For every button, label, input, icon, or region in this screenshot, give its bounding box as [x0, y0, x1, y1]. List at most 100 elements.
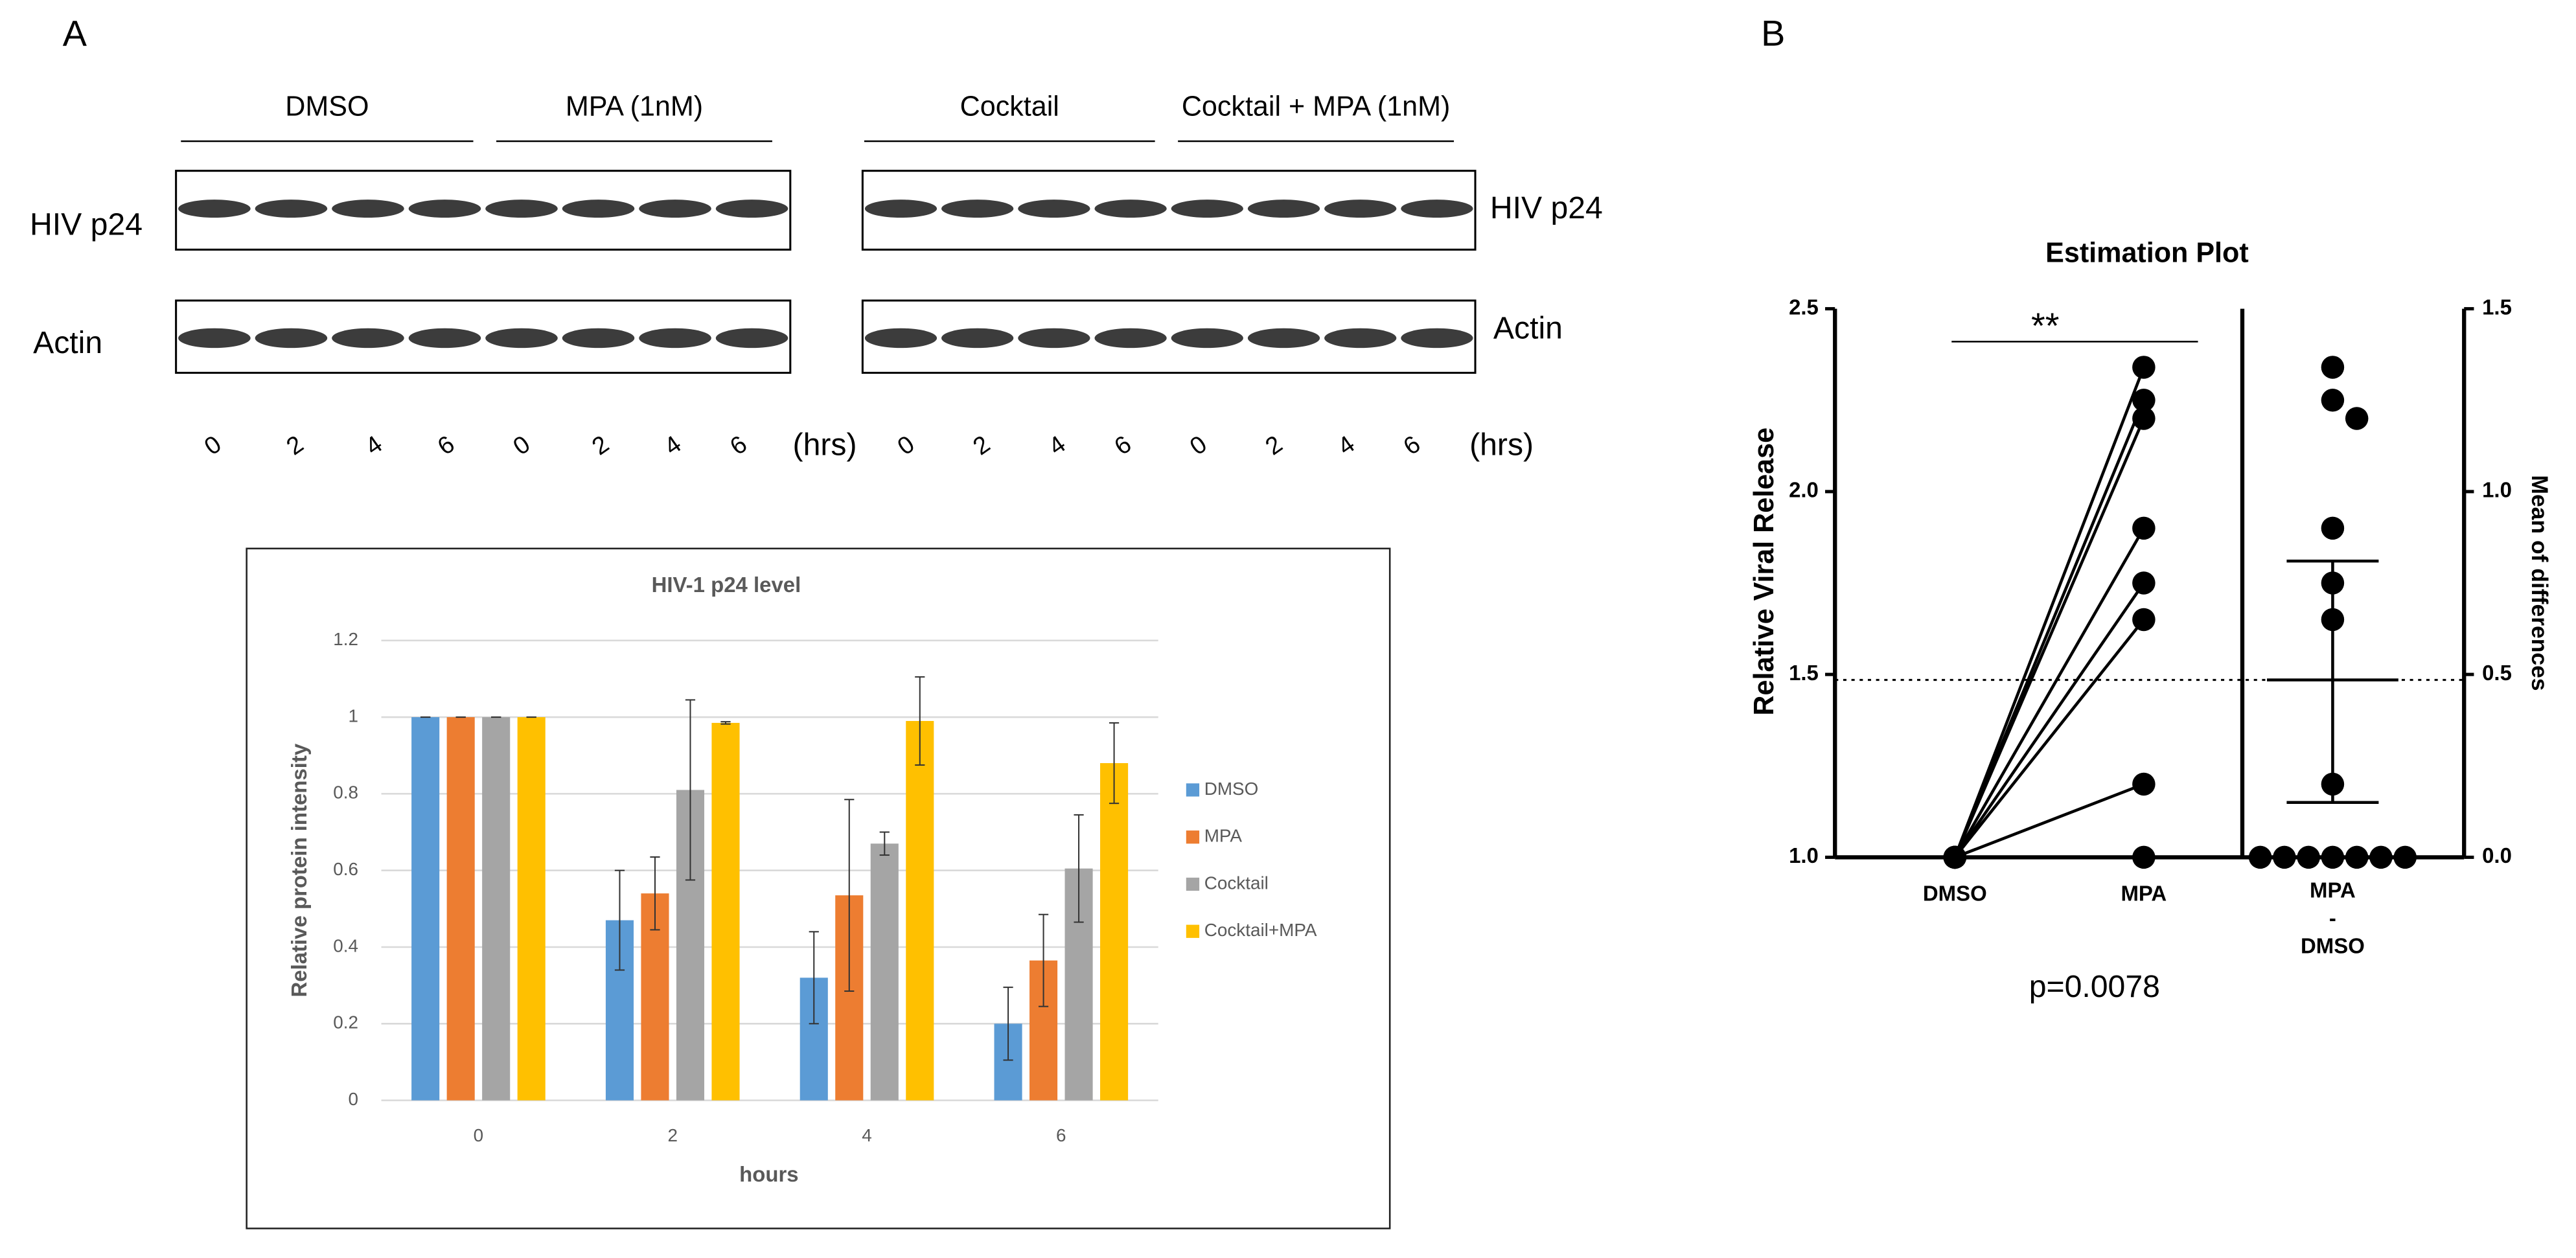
legend-swatch — [1186, 877, 1200, 891]
pair-line — [1953, 527, 2145, 858]
point — [2132, 772, 2156, 796]
difference-point — [2345, 845, 2369, 869]
x-axis-label: hours — [739, 1162, 799, 1186]
x-tick-label: 0 — [474, 1125, 484, 1145]
error-bar — [879, 831, 890, 856]
error-bar — [1003, 987, 1013, 1061]
legend-swatch — [1186, 783, 1200, 797]
difference-point — [2321, 356, 2345, 379]
blot-band — [639, 200, 711, 218]
legend-label: Cocktail+MPA — [1204, 920, 1317, 940]
y-tick-label: 1.5 — [1789, 661, 1819, 685]
legend-swatch — [1186, 924, 1200, 938]
blot-row-label: Actin — [1493, 310, 1563, 345]
error-bar — [1109, 722, 1120, 805]
blot-band — [255, 200, 328, 218]
blot-band — [485, 200, 558, 218]
difference-point — [2248, 845, 2272, 869]
blot-band — [178, 200, 251, 218]
blot-row-label: HIV p24 — [1490, 190, 1603, 225]
bar — [906, 720, 934, 1101]
error-bar — [809, 931, 819, 1025]
unit-label: (hrs) — [1469, 427, 1534, 462]
bar — [411, 717, 440, 1101]
error-bar — [685, 699, 696, 881]
x-tick-label: 6 — [1056, 1125, 1066, 1145]
bar — [482, 717, 511, 1101]
blot-group-label: MPA (1nM) — [566, 91, 703, 122]
blot-group-label: DMSO — [285, 91, 369, 122]
chart-title: Estimation Plot — [2045, 237, 2249, 268]
difference-point — [2345, 407, 2369, 430]
chart-frame — [246, 547, 1391, 1229]
x-tick-label: DMSO — [1923, 881, 1987, 905]
difference-point — [2393, 845, 2417, 869]
blot-group-label: Cocktail — [960, 91, 1059, 122]
y-axis-label: Relative Viral Release — [1749, 428, 1780, 716]
y-tick-label: 2.5 — [1789, 295, 1819, 319]
x-tick-label: MPA — [2310, 878, 2356, 902]
blot-band — [1018, 328, 1090, 349]
point — [2132, 516, 2156, 540]
blot-band — [1094, 328, 1167, 349]
blot-band — [485, 328, 558, 349]
blot-band — [715, 328, 788, 349]
annotation: ** — [2031, 306, 2059, 346]
difference-point — [2369, 845, 2393, 869]
point — [2132, 356, 2156, 379]
y2-tick-label: 0.0 — [2482, 843, 2512, 867]
error-bar — [1074, 814, 1084, 923]
blot-band — [562, 328, 635, 349]
y-tick-label: 0.8 — [333, 783, 358, 803]
blot-band — [864, 328, 937, 349]
pair-line — [1953, 367, 2145, 858]
y-tick-label: 0.4 — [333, 935, 358, 955]
chart-title: HIV-1 p24 level — [652, 573, 801, 597]
error-bar — [650, 856, 660, 931]
blot-band — [1018, 200, 1090, 218]
blot-row-label: HIV p24 — [30, 207, 143, 242]
x-tick-label: 2 — [667, 1125, 678, 1145]
blot-band — [1094, 200, 1167, 218]
bar — [446, 717, 475, 1101]
bar — [870, 843, 899, 1101]
y-tick-label: 1 — [349, 705, 359, 726]
error-bar — [720, 721, 731, 725]
blot-band — [941, 200, 1014, 218]
blot-band — [562, 200, 635, 218]
y-tick-label: 1.2 — [333, 629, 358, 649]
y2-tick-label: 1.5 — [2482, 295, 2512, 319]
error-bar — [1038, 913, 1049, 1007]
point — [2132, 608, 2156, 632]
blot-band — [639, 328, 711, 349]
difference-point — [2321, 389, 2345, 412]
p-value: p=0.0078 — [2029, 969, 2160, 1004]
panel-label: B — [1761, 14, 1785, 54]
legend-label: MPA — [1204, 826, 1243, 846]
x-tick-label: DMSO — [2301, 934, 2365, 958]
blot-band — [1324, 200, 1397, 218]
legend-swatch — [1186, 830, 1200, 844]
unit-label: (hrs) — [793, 427, 857, 462]
blot-band — [332, 200, 404, 218]
y2-tick-label: 0.5 — [2482, 661, 2512, 685]
blot-band — [178, 328, 251, 349]
pair-line — [1953, 619, 2145, 858]
blot-band — [1401, 328, 1473, 349]
legend-label: Cocktail — [1204, 873, 1269, 893]
legend-label: DMSO — [1204, 779, 1259, 799]
pair-line — [1954, 783, 2145, 859]
pair-line — [1953, 418, 2145, 858]
point — [2132, 845, 2156, 869]
blot-band — [332, 328, 404, 349]
blot-band — [1247, 328, 1320, 349]
y-tick-label: 1.0 — [1789, 843, 1819, 867]
difference-point — [2297, 845, 2320, 869]
blot-band — [1171, 200, 1243, 218]
blot-band — [864, 200, 937, 218]
y-tick-label: 0.6 — [333, 859, 358, 879]
error-bar — [614, 869, 625, 971]
bar — [1100, 763, 1129, 1101]
blot-band — [941, 328, 1014, 349]
